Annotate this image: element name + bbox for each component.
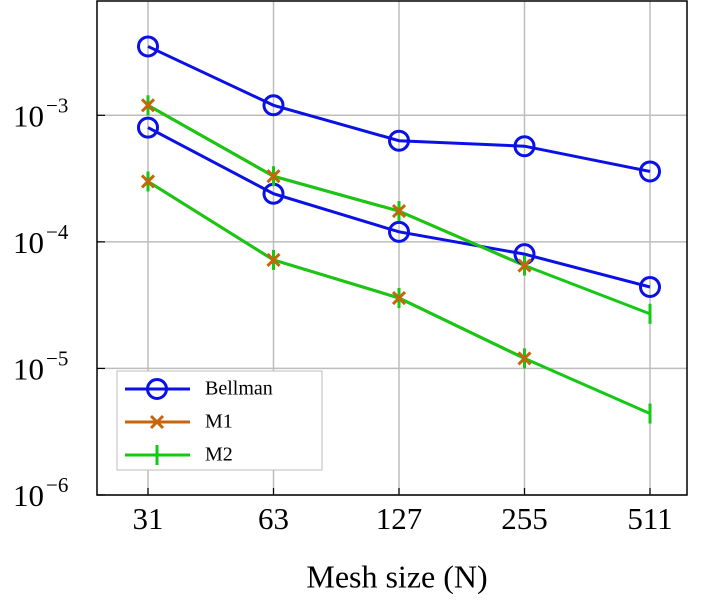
marker (639, 275, 661, 298)
x-tick-label: 127 (376, 501, 423, 536)
legend-label: M1 (205, 411, 233, 433)
x-axis-label: Mesh size (N) (306, 558, 487, 594)
marker (388, 129, 410, 152)
y-tick-exponent: −6 (46, 473, 68, 497)
marker (517, 351, 532, 366)
marker (140, 174, 156, 189)
marker (137, 116, 159, 139)
marker (266, 169, 281, 184)
y-tick-base: 10 (13, 352, 44, 387)
y-tick-label: 10−5 (13, 346, 68, 386)
plot-frame (96, 0, 688, 496)
marker (266, 252, 281, 267)
x-tick-label: 31 (133, 501, 164, 536)
y-tick-exponent: −5 (46, 346, 68, 370)
marker (146, 378, 168, 400)
y-tick-label: 10−4 (13, 220, 69, 260)
marker (149, 414, 165, 430)
marker (391, 290, 407, 306)
marker (517, 258, 532, 273)
series-line (147, 126, 651, 289)
marker (639, 160, 661, 183)
legend-label: Bellman (205, 378, 273, 400)
y-tick-base: 10 (13, 478, 44, 513)
x-tick-label: 63 (258, 501, 289, 536)
marker (388, 220, 410, 243)
y-tick-base: 10 (13, 225, 44, 260)
y-tick-label: 10−6 (13, 473, 68, 513)
x-tick-label: 255 (501, 501, 548, 536)
y-tick-exponent: −4 (46, 220, 69, 244)
marker (137, 35, 159, 58)
y-tick-base: 10 (13, 98, 44, 133)
series-line (147, 45, 651, 173)
marker (513, 135, 536, 158)
x-tick-label: 511 (627, 501, 672, 536)
marker (391, 204, 407, 219)
legend-label: M2 (205, 444, 233, 466)
y-tick-exponent: −3 (46, 93, 68, 117)
y-tick-label: 10−3 (13, 93, 68, 133)
marker (262, 94, 285, 117)
marker (140, 98, 156, 113)
